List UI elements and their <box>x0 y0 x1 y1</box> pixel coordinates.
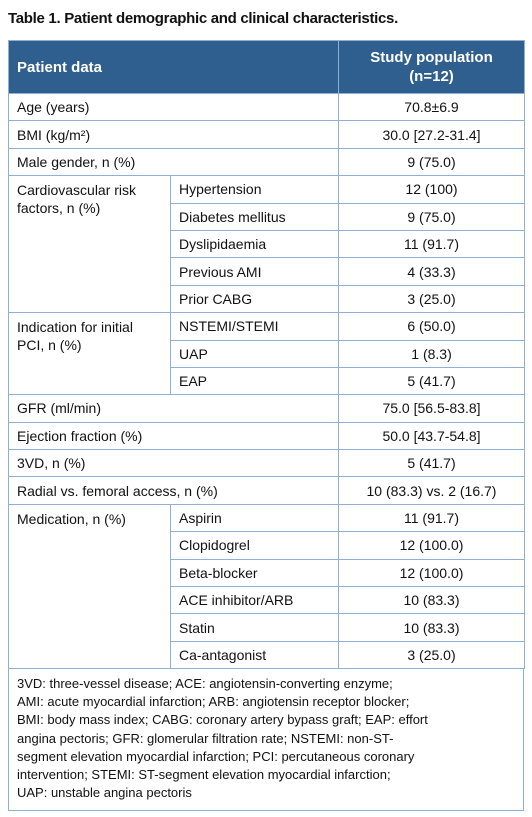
value-cell: 10 (83.3) <box>338 586 525 615</box>
table-row: BMI (kg/m²) 30.0 [27.2-31.4] <box>8 120 525 149</box>
table-row: Cardiovascular risk factors, n (%) Hypert… <box>8 175 525 314</box>
value-cell: 11 (91.7) <box>338 503 525 533</box>
row-label: Male gender, n (%) <box>8 147 339 177</box>
header-line: (n=12) <box>409 68 454 85</box>
row-label: BMI (kg/m²) <box>8 120 339 149</box>
item-label: Ca-antagonist <box>170 640 339 670</box>
row-label: Ejection fraction (%) <box>8 421 339 451</box>
value-cell: 5 (41.7) <box>338 449 525 478</box>
table-row: Statin 10 (83.3) <box>9 613 525 642</box>
table-row: Age (years) 70.8±6.9 <box>8 92 525 122</box>
header-row: Patient data Study population (n=12) <box>8 40 525 94</box>
table-row: Beta-blocker 12 (100.0) <box>9 558 525 588</box>
footnote-line: BMI: body mass index; CABG: coronary art… <box>17 712 428 728</box>
table-row: Indication for initial PCI, n (%) NSTEMI/… <box>8 312 525 396</box>
footnote-line: angina pectoris; GFR: glomerular filtrat… <box>17 730 394 746</box>
header-cell: Study population (n=12) <box>338 40 525 94</box>
value-cell: 3 (25.0) <box>338 640 525 670</box>
table-row: EAP 5 (41.7) <box>9 366 525 396</box>
table-row: Clopidogrel 12 (100.0) <box>9 531 525 560</box>
footnote-line: UAP: unstable angina pectoris <box>17 785 192 801</box>
value-cell: 50.0 [43.7-54.8] <box>338 421 525 451</box>
table-row: ACE inhibitor/ARB 10 (83.3) <box>9 586 525 615</box>
group-label: Indication for initial PCI, n (%) <box>8 312 171 396</box>
table-row: Dyslipidaemia 11 (91.7) <box>9 229 525 259</box>
footnote-line: segment elevation myocardial infarction;… <box>17 748 415 764</box>
footnote-line: intervention; STEMI: ST-segment elevatio… <box>17 767 391 783</box>
row-label: 3VD, n (%) <box>8 449 339 478</box>
row-label: Radial vs. femoral access, n (%) <box>8 476 339 505</box>
item-label: Statin <box>170 613 339 642</box>
header-line: Study population <box>370 49 493 66</box>
table-row: Male gender, n (%) 9 (75.0) <box>8 147 525 177</box>
table-row: UAP 1 (8.3) <box>9 339 525 368</box>
value-cell: 9 (75.0) <box>338 147 525 177</box>
table-row: 3VD, n (%) 5 (41.7) <box>8 449 525 478</box>
table: Patient data Study population (n=12) Age… <box>8 40 525 670</box>
item-label: Aspirin <box>170 503 339 533</box>
group-label: Medication, n (%) <box>8 503 171 670</box>
item-label: Beta-blocker <box>170 558 339 588</box>
value-cell: 6 (50.0) <box>338 312 525 341</box>
item-label: Previous AMI <box>170 257 339 286</box>
table-row: Radial vs. femoral access, n (%) 10 (83.3… <box>8 476 525 505</box>
item-label: Diabetes mellitus <box>170 202 339 231</box>
footnote-line: 3VD: three-vessel disease; ACE: angioten… <box>17 676 393 691</box>
item-label: EAP <box>170 366 339 396</box>
value-cell: 9 (75.0) <box>338 202 525 231</box>
value-cell: 4 (33.3) <box>338 257 525 286</box>
item-label: NSTEMI/STEMI <box>170 312 339 341</box>
table-row: Medication, n (%) Aspirin 11 (91.7) <box>8 503 525 670</box>
table-row: Ejection fraction (%) 50.0 [43.7-54.8] <box>8 421 525 451</box>
table-row: Prior CABG 3 (25.0) <box>9 284 525 314</box>
item-label: ACE inhibitor/ARB <box>170 586 339 615</box>
item-label: Prior CABG <box>170 284 339 314</box>
value-cell: 70.8±6.9 <box>338 92 525 122</box>
value-cell: 30.0 [27.2-31.4] <box>338 120 525 149</box>
row-label: Age (years) <box>8 92 339 122</box>
value-cell: 12 (100) <box>338 175 525 204</box>
value-cell: 12 (100.0) <box>338 558 525 588</box>
value-cell: 12 (100.0) <box>338 531 525 560</box>
row-label: GFR (ml/min) <box>8 394 339 423</box>
item-label: Clopidogrel <box>170 531 339 560</box>
value-cell: 5 (41.7) <box>338 366 525 396</box>
table-title: Table 1. Patient demographic and clinica… <box>8 10 398 27</box>
value-cell: 10 (83.3) vs. 2 (16.7) <box>338 476 525 505</box>
value-cell: 1 (8.3) <box>338 339 525 368</box>
item-label: Dyslipidaemia <box>170 229 339 259</box>
header-cell: Patient data <box>8 40 339 94</box>
value-cell: 11 (91.7) <box>338 229 525 259</box>
item-label: Hypertension <box>170 175 339 204</box>
footnote: 3VD: three-vessel disease; ACE: angioten… <box>8 668 524 812</box>
table-row: Previous AMI 4 (33.3) <box>9 257 525 286</box>
table-row: GFR (ml/min) 75.0 [56.5-83.8] <box>8 394 525 423</box>
value-cell: 75.0 [56.5-83.8] <box>338 394 525 423</box>
footnote-line: AMI: acute myocardial infarction; ARB: a… <box>17 694 410 710</box>
table-row: Diabetes mellitus 9 (75.0) <box>9 202 525 231</box>
value-cell: 10 (83.3) <box>338 613 525 642</box>
item-label: UAP <box>170 339 339 368</box>
value-cell: 3 (25.0) <box>338 284 525 314</box>
group-label: Cardiovascular risk factors, n (%) <box>8 175 171 314</box>
